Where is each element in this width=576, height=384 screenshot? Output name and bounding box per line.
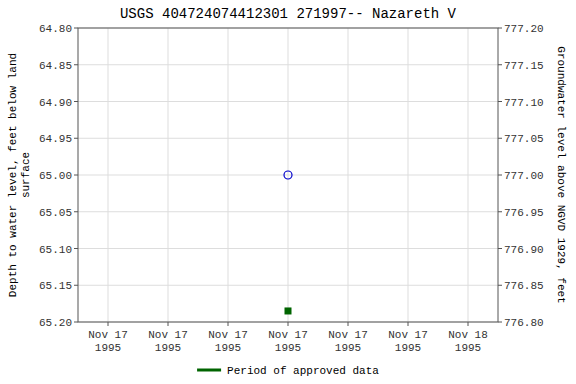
tick-label: 776.85 bbox=[504, 280, 544, 292]
tick-label: Nov 171995 bbox=[388, 329, 428, 354]
tick-label: 65.00 bbox=[39, 170, 72, 182]
tick-mark bbox=[228, 322, 229, 326]
tick-mark bbox=[108, 322, 109, 326]
text-line: Depth to water level, feet below land bbox=[7, 53, 19, 297]
text-line: Nov 17 bbox=[88, 329, 128, 341]
tick-mark bbox=[498, 285, 502, 286]
tick-label: 65.05 bbox=[39, 207, 72, 219]
tick-mark bbox=[74, 28, 78, 29]
tick-mark bbox=[498, 138, 502, 139]
grid-line bbox=[108, 28, 109, 322]
tick-label: 776.90 bbox=[504, 244, 544, 256]
tick-label: 777.15 bbox=[504, 60, 544, 72]
tick-mark bbox=[468, 322, 469, 326]
axis-label: Depth to water level, feet below landsur… bbox=[7, 53, 32, 297]
tick-label: 65.15 bbox=[39, 280, 72, 292]
tick-label: 64.90 bbox=[39, 97, 72, 109]
tick-label: Nov 181995 bbox=[448, 329, 488, 354]
tick-mark bbox=[74, 175, 78, 176]
tick-label: Nov 171995 bbox=[88, 329, 128, 354]
text-line: Nov 17 bbox=[208, 329, 248, 341]
tick-mark bbox=[288, 322, 289, 326]
grid-line bbox=[168, 28, 169, 322]
tick-mark bbox=[74, 285, 78, 286]
grid-line bbox=[228, 28, 229, 322]
legend-swatch bbox=[197, 369, 221, 372]
text-line: 1995 bbox=[275, 342, 301, 354]
tick-mark bbox=[348, 322, 349, 326]
tick-label: 776.80 bbox=[504, 317, 544, 329]
title: USGS 404724074412301 271997-- Nazareth V bbox=[120, 6, 457, 22]
text-line: Nov 17 bbox=[148, 329, 188, 341]
tick-mark bbox=[498, 28, 502, 29]
point bbox=[284, 171, 292, 179]
tick-mark bbox=[498, 322, 502, 323]
tick-label: 64.85 bbox=[39, 60, 72, 72]
tick-mark bbox=[498, 248, 502, 249]
tick-label: Nov 171995 bbox=[208, 329, 248, 354]
tick-label: Nov 171995 bbox=[328, 329, 368, 354]
data bbox=[284, 171, 292, 314]
text-line: Nov 18 bbox=[448, 329, 488, 341]
text-line: 1995 bbox=[395, 342, 421, 354]
legend-label: Period of approved data bbox=[227, 365, 379, 377]
tick-label: 777.05 bbox=[504, 133, 544, 145]
text-line: surface bbox=[20, 152, 32, 198]
text-line: Nov 17 bbox=[328, 329, 368, 341]
tick-mark bbox=[408, 322, 409, 326]
point bbox=[285, 308, 291, 314]
tick-mark bbox=[498, 101, 502, 102]
legend: Period of approved data bbox=[197, 365, 379, 377]
text-line: Groundwater level above NGVD 1929, feet bbox=[555, 46, 567, 303]
tick-label: Nov 171995 bbox=[268, 329, 308, 354]
tick-mark bbox=[74, 322, 78, 323]
grid-line bbox=[468, 28, 469, 322]
tick-label: 65.10 bbox=[39, 244, 72, 256]
grid-line bbox=[288, 28, 289, 322]
text-line: 1995 bbox=[155, 342, 181, 354]
tick-mark bbox=[74, 64, 78, 65]
tick-mark bbox=[74, 101, 78, 102]
text-line: Nov 17 bbox=[388, 329, 428, 341]
tick-mark bbox=[498, 64, 502, 65]
tick-mark bbox=[168, 322, 169, 326]
tick-label: 777.00 bbox=[504, 170, 544, 182]
tick-mark bbox=[498, 211, 502, 212]
text-line: 1995 bbox=[335, 342, 361, 354]
grid-line bbox=[408, 28, 409, 322]
background bbox=[0, 0, 576, 384]
tick-label: 777.20 bbox=[504, 23, 544, 35]
tick-mark bbox=[498, 175, 502, 176]
axes: 64.80 64.85 64.90 64.95 65.00 65.05 65.10 65.15… bbox=[39, 23, 544, 354]
tick-label: Nov 171995 bbox=[148, 329, 188, 354]
tick-mark bbox=[74, 248, 78, 249]
plot-frame bbox=[78, 28, 498, 322]
chart: 64.80 64.85 64.90 64.95 65.00 65.05 65.10 65.15… bbox=[0, 0, 576, 384]
tick-label: 64.95 bbox=[39, 133, 72, 145]
text-line: 1995 bbox=[215, 342, 241, 354]
tick-label: 65.20 bbox=[39, 317, 72, 329]
axis-label: Groundwater level above NGVD 1929, feet bbox=[555, 46, 567, 303]
text-line: 1995 bbox=[455, 342, 481, 354]
grid-line bbox=[348, 28, 349, 322]
text-line: Nov 17 bbox=[268, 329, 308, 341]
grid bbox=[78, 28, 498, 322]
tick-label: 776.95 bbox=[504, 207, 544, 219]
tick-mark bbox=[74, 211, 78, 212]
text-line: 1995 bbox=[95, 342, 121, 354]
tick-label: 64.80 bbox=[39, 23, 72, 35]
tick-mark bbox=[74, 138, 78, 139]
tick-label: 777.10 bbox=[504, 97, 544, 109]
